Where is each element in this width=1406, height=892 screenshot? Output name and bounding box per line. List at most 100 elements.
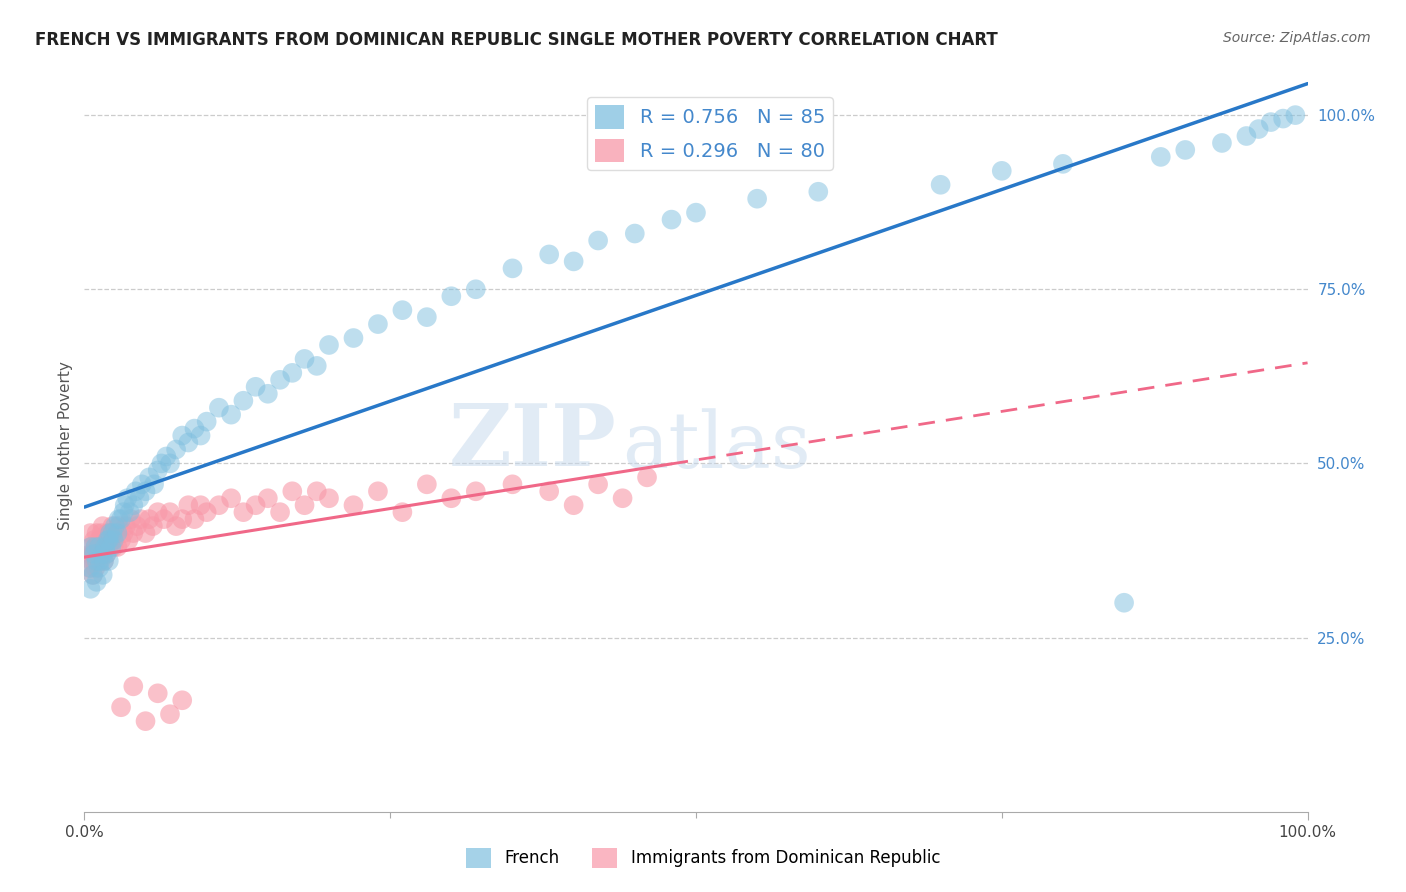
- Point: [416, 477, 439, 491]
- Point: [153, 512, 176, 526]
- Point: [138, 470, 160, 484]
- Point: [190, 428, 212, 442]
- Point: [159, 505, 181, 519]
- Point: [464, 484, 486, 499]
- Point: [562, 498, 585, 512]
- Point: [110, 512, 132, 526]
- Point: [103, 540, 125, 554]
- Y-axis label: Single Mother Poverty: Single Mother Poverty: [58, 361, 73, 531]
- Point: [115, 519, 138, 533]
- Point: [208, 498, 231, 512]
- Point: [269, 373, 291, 387]
- Point: [135, 484, 157, 499]
- Point: [342, 331, 364, 345]
- Point: [86, 547, 108, 561]
- Point: [195, 415, 218, 429]
- Point: [79, 540, 101, 554]
- Point: [269, 505, 291, 519]
- Point: [79, 547, 101, 561]
- Point: [104, 519, 127, 533]
- Point: [183, 512, 205, 526]
- Point: [97, 533, 120, 547]
- Point: [138, 512, 160, 526]
- Point: [150, 457, 173, 471]
- Point: [77, 561, 100, 575]
- Point: [294, 498, 316, 512]
- Point: [83, 547, 105, 561]
- Point: [165, 442, 187, 457]
- Point: [83, 533, 105, 547]
- Point: [747, 192, 769, 206]
- Point: [90, 526, 112, 541]
- Point: [94, 540, 117, 554]
- Point: [159, 457, 181, 471]
- Point: [91, 519, 114, 533]
- Point: [1211, 136, 1233, 150]
- Point: [98, 526, 121, 541]
- Point: [112, 526, 135, 541]
- Point: [538, 247, 561, 261]
- Point: [79, 582, 101, 596]
- Point: [502, 261, 524, 276]
- Point: [89, 547, 111, 561]
- Point: [97, 554, 120, 568]
- Legend: French, Immigrants from Dominican Republic: French, Immigrants from Dominican Republ…: [458, 841, 948, 875]
- Point: [177, 498, 200, 512]
- Point: [128, 491, 150, 506]
- Point: [172, 693, 194, 707]
- Point: [135, 714, 157, 728]
- Point: [155, 450, 177, 464]
- Point: [87, 533, 110, 547]
- Point: [1260, 115, 1282, 129]
- Point: [586, 234, 609, 248]
- Point: [86, 554, 108, 568]
- Point: [100, 540, 122, 554]
- Point: [84, 540, 107, 554]
- Point: [305, 359, 328, 373]
- Point: [177, 435, 200, 450]
- Point: [83, 554, 105, 568]
- Point: [79, 526, 101, 541]
- Point: [89, 554, 111, 568]
- Point: [1272, 112, 1295, 126]
- Point: [661, 212, 683, 227]
- Point: [1247, 122, 1270, 136]
- Point: [86, 526, 108, 541]
- Point: [117, 533, 139, 547]
- Point: [122, 526, 145, 541]
- Point: [84, 561, 107, 575]
- Text: FRENCH VS IMMIGRANTS FROM DOMINICAN REPUBLIC SINGLE MOTHER POVERTY CORRELATION C: FRENCH VS IMMIGRANTS FROM DOMINICAN REPU…: [35, 31, 998, 49]
- Point: [80, 540, 103, 554]
- Point: [562, 254, 585, 268]
- Point: [96, 547, 118, 561]
- Point: [636, 470, 658, 484]
- Point: [367, 317, 389, 331]
- Point: [87, 554, 110, 568]
- Point: [416, 310, 439, 325]
- Point: [97, 540, 120, 554]
- Point: [105, 526, 128, 541]
- Point: [257, 491, 280, 506]
- Point: [367, 484, 389, 499]
- Point: [245, 380, 267, 394]
- Point: [125, 484, 148, 499]
- Point: [82, 567, 104, 582]
- Point: [101, 519, 124, 533]
- Point: [87, 540, 110, 554]
- Legend: R = 0.756   N = 85, R = 0.296   N = 80: R = 0.756 N = 85, R = 0.296 N = 80: [588, 97, 832, 170]
- Point: [107, 519, 129, 533]
- Point: [93, 554, 115, 568]
- Point: [96, 547, 118, 561]
- Point: [84, 540, 107, 554]
- Point: [502, 477, 524, 491]
- Point: [1052, 157, 1074, 171]
- Point: [538, 484, 561, 499]
- Point: [104, 526, 127, 541]
- Point: [685, 205, 707, 219]
- Point: [103, 533, 125, 547]
- Point: [118, 505, 141, 519]
- Point: [440, 289, 463, 303]
- Point: [82, 567, 104, 582]
- Point: [125, 519, 148, 533]
- Point: [146, 505, 169, 519]
